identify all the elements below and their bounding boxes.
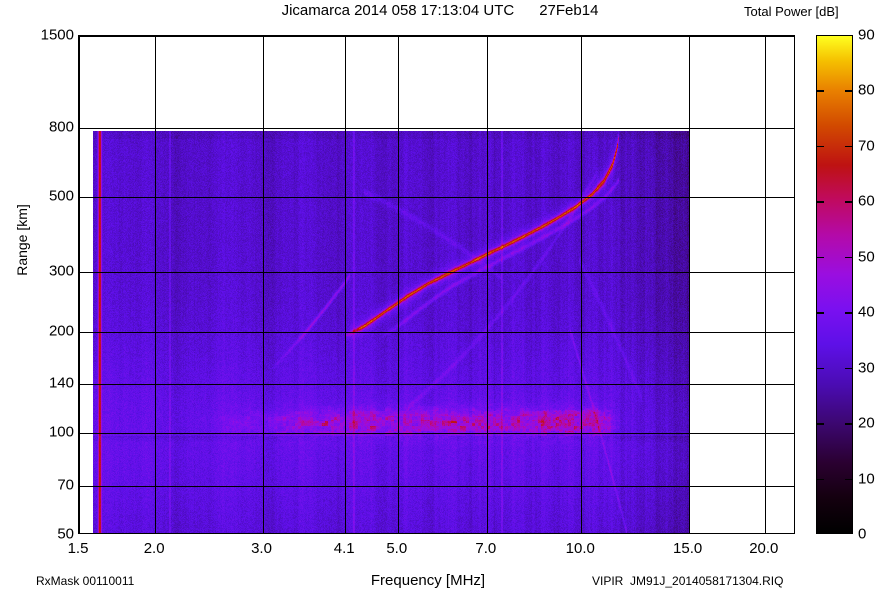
colorbar-tick-label: 40 bbox=[858, 303, 875, 321]
x-tick-label: 7.0 bbox=[475, 540, 497, 557]
gridline-vertical bbox=[155, 36, 156, 533]
colorbar-tick bbox=[845, 367, 852, 370]
gridline-vertical bbox=[79, 36, 80, 533]
colorbar-tick bbox=[845, 312, 852, 314]
colorbar-tick bbox=[845, 201, 852, 203]
gridline-horizontal bbox=[79, 272, 794, 273]
y-tick-label: 300 bbox=[48, 262, 74, 280]
gridline-vertical bbox=[263, 36, 264, 533]
gridline-vertical bbox=[398, 36, 399, 533]
source-file-note: VIPIR JM91J_2014058171304.RIQ bbox=[592, 574, 784, 588]
x-tick-label: 5.0 bbox=[386, 540, 408, 557]
colorbar-tick bbox=[817, 201, 824, 203]
y-tick-label: 100 bbox=[48, 423, 74, 441]
y-axis-ticks: 50 70 100 140 200 300 500 800 1500 bbox=[0, 27, 74, 543]
x-axis-ticks: 1.5 2.0 3.0 4.1 5.0 7.0 10.0 15.0 20.0 bbox=[68, 540, 795, 562]
colorbar-gradient bbox=[816, 35, 853, 534]
gridline-horizontal bbox=[79, 384, 794, 385]
colorbar-tick bbox=[817, 90, 824, 92]
gridline-horizontal bbox=[79, 128, 794, 129]
gridline-vertical bbox=[581, 36, 582, 533]
colorbar-tick-label: 70 bbox=[858, 137, 875, 155]
colorbar: 0 10 20 30 40 50 60 70 80 90 bbox=[816, 27, 875, 543]
colorbar-tick-label: 90 bbox=[858, 26, 875, 44]
y-tick-label: 50 bbox=[57, 525, 74, 543]
gridline-horizontal bbox=[79, 197, 794, 198]
colorbar-tick-label: 30 bbox=[858, 359, 875, 377]
gridline-vertical bbox=[487, 36, 488, 533]
y-tick-label: 200 bbox=[48, 322, 74, 340]
colorbar-tick bbox=[817, 478, 824, 481]
y-axis-label: Range [km] bbox=[14, 204, 30, 276]
colorbar-tick bbox=[817, 367, 824, 370]
colorbar-tick bbox=[817, 256, 824, 259]
colorbar-tick bbox=[817, 145, 824, 148]
x-tick-label: 20.0 bbox=[749, 540, 779, 557]
x-tick-label: 3.0 bbox=[251, 540, 272, 557]
colorbar-tick-label: 60 bbox=[858, 192, 875, 210]
colorbar-tick bbox=[845, 423, 852, 425]
colorbar-tick-label: 10 bbox=[858, 470, 875, 488]
colorbar-tick bbox=[817, 312, 824, 314]
gridline-horizontal bbox=[79, 332, 794, 333]
gridline-vertical bbox=[345, 36, 346, 533]
colorbar-tick-label: 80 bbox=[858, 81, 875, 99]
colorbar-tick bbox=[845, 145, 852, 148]
colorbar-tick-label: 0 bbox=[858, 525, 867, 543]
colorbar-tick bbox=[845, 90, 852, 92]
gridline-horizontal bbox=[79, 433, 794, 434]
colorbar-tick bbox=[817, 423, 824, 425]
y-tick-label: 140 bbox=[48, 374, 74, 392]
y-tick-label: 800 bbox=[48, 118, 74, 136]
colorbar-tick-label: 50 bbox=[858, 248, 875, 266]
colorbar-tick bbox=[845, 478, 852, 481]
rxmask-note: RxMask 00110011 bbox=[36, 574, 135, 588]
x-tick-label: 10.0 bbox=[565, 540, 595, 557]
page-title: Jicamarca 2014 058 17:13:04 UTC 27Feb14 bbox=[281, 2, 599, 19]
y-tick-label: 1500 bbox=[40, 26, 74, 44]
x-axis-label: Frequency [MHz] bbox=[370, 572, 486, 589]
y-tick-label: 70 bbox=[57, 476, 74, 494]
colorbar-tick bbox=[845, 256, 852, 259]
x-tick-label: 4.1 bbox=[333, 540, 355, 557]
plot-area bbox=[78, 35, 795, 534]
ionogram-raster bbox=[79, 36, 794, 533]
y-tick-label: 500 bbox=[48, 187, 74, 205]
colorbar-tick-label: 20 bbox=[858, 414, 875, 432]
x-tick-label: 2.0 bbox=[143, 540, 165, 557]
x-tick-label: 1.5 bbox=[67, 540, 89, 557]
colorbar-title: Total Power [dB] bbox=[744, 4, 839, 19]
x-tick-label: 15.0 bbox=[673, 540, 703, 557]
gridline-horizontal bbox=[79, 486, 794, 487]
gridline-vertical bbox=[689, 36, 690, 533]
gridline-horizontal bbox=[79, 36, 794, 37]
gridline-vertical bbox=[765, 36, 766, 533]
